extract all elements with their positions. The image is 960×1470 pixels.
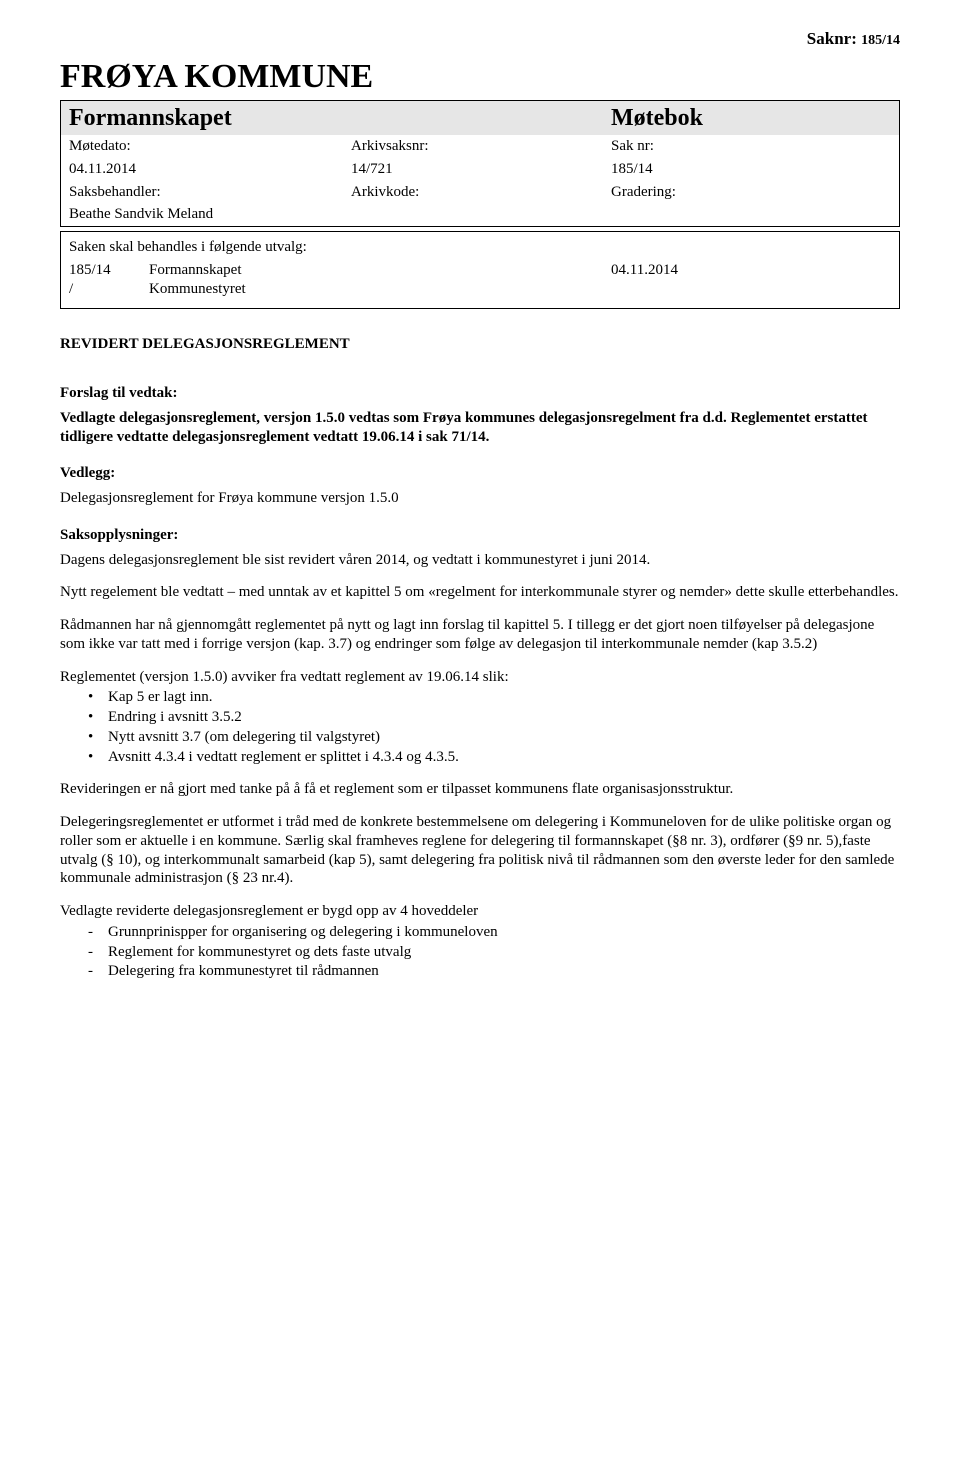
saksbehandler-value: Beathe Sandvik Meland xyxy=(69,205,351,224)
forslag-text: Vedlagte delegasjonsreglement, versjon 1… xyxy=(60,409,900,447)
list-item: Kap 5 er lagt inn. xyxy=(60,688,900,707)
committee-box: Saken skal behandles i følgende utvalg: … xyxy=(60,231,900,309)
arkivkode-label: Arkivkode: xyxy=(351,183,611,202)
forslag-heading: Forslag til vedtak: xyxy=(60,384,900,403)
gradering-label: Gradering: xyxy=(611,183,891,202)
utvalg-c1: 185/14 xyxy=(69,261,149,280)
utvalg-c1: / xyxy=(69,280,149,299)
utvalg-c3: 04.11.2014 xyxy=(611,261,891,280)
meta-values-row-1: 04.11.2014 14/721 185/14 xyxy=(61,158,899,181)
saknr-value-meta: 185/14 xyxy=(611,160,891,179)
motedato-value: 04.11.2014 xyxy=(69,160,351,179)
utvalg-c3 xyxy=(611,280,891,299)
banner-committee: Formannskapet xyxy=(69,103,611,133)
list-item: Nytt avsnitt 3.7 (om delegering til valg… xyxy=(60,728,900,747)
arkivsaksnr-label: Arkivsaksnr: xyxy=(351,137,611,156)
arkivkode-value xyxy=(351,205,611,224)
saknr-label-meta: Sak nr: xyxy=(611,137,891,156)
list-item: Grunnprinispper for organisering og dele… xyxy=(60,923,900,942)
vedlegg-text: Delegasjonsreglement for Frøya kommune v… xyxy=(60,489,900,508)
body-paragraph: Nytt regelement ble vedtatt – med unntak… xyxy=(60,583,900,602)
arkivsaksnr-value: 14/721 xyxy=(351,160,611,179)
hoveddeler-list: Grunnprinispper for organisering og dele… xyxy=(60,923,900,981)
gradering-value xyxy=(611,205,891,224)
saksbehandler-label: Saksbehandler: xyxy=(69,183,351,202)
banner-motebok: Møtebok xyxy=(611,103,891,133)
banner-row: Formannskapet Møtebok xyxy=(61,101,899,135)
body-paragraph: Revideringen er nå gjort med tanke på å … xyxy=(60,780,900,799)
list-item: Avsnitt 4.3.4 i vedtatt reglement er spl… xyxy=(60,748,900,767)
body-paragraph: Delegeringsreglementet er utformet i trå… xyxy=(60,813,900,888)
meeting-header-box: Formannskapet Møtebok Møtedato: Arkivsak… xyxy=(60,100,900,227)
meta-labels-row-1: Møtedato: Arkivsaksnr: Sak nr: xyxy=(61,135,899,158)
body-paragraph: Dagens delegasjonsreglement ble sist rev… xyxy=(60,551,900,570)
vedlegg-heading: Vedlegg: xyxy=(60,464,900,483)
saknr-label: Saknr: xyxy=(807,29,857,48)
case-number-header: Saknr: 185/14 xyxy=(60,28,900,50)
hoveddeler-intro: Vedlagte reviderte delegasjonsreglement … xyxy=(60,902,900,921)
avviker-intro: Reglementet (versjon 1.5.0) avviker fra … xyxy=(60,668,900,687)
document-title: REVIDERT DELEGASJONSREGLEMENT xyxy=(60,335,900,354)
avviker-list: Kap 5 er lagt inn. Endring i avsnitt 3.5… xyxy=(60,688,900,766)
list-item: Reglement for kommunestyret og dets fast… xyxy=(60,943,900,962)
meta-labels-row-2: Saksbehandler: Arkivkode: Gradering: xyxy=(61,181,899,204)
motedato-label: Møtedato: xyxy=(69,137,351,156)
utvalg-heading: Saken skal behandles i følgende utvalg: xyxy=(69,238,891,257)
list-item: Endring i avsnitt 3.5.2 xyxy=(60,708,900,727)
meta-values-row-2: Beathe Sandvik Meland xyxy=(61,203,899,226)
utvalg-row: 185/14 Formannskapet 04.11.2014 xyxy=(69,261,891,280)
utvalg-c2: Formannskapet xyxy=(149,261,611,280)
saksopplysninger-heading: Saksopplysninger: xyxy=(60,526,900,545)
municipality-title: FRØYA KOMMUNE xyxy=(60,56,900,99)
utvalg-c2: Kommunestyret xyxy=(149,280,611,299)
list-item: Delegering fra kommunestyret til rådmann… xyxy=(60,962,900,981)
body-paragraph: Rådmannen har nå gjennomgått reglementet… xyxy=(60,616,900,654)
saknr-value: 185/14 xyxy=(861,33,900,48)
utvalg-row: / Kommunestyret xyxy=(69,280,891,299)
